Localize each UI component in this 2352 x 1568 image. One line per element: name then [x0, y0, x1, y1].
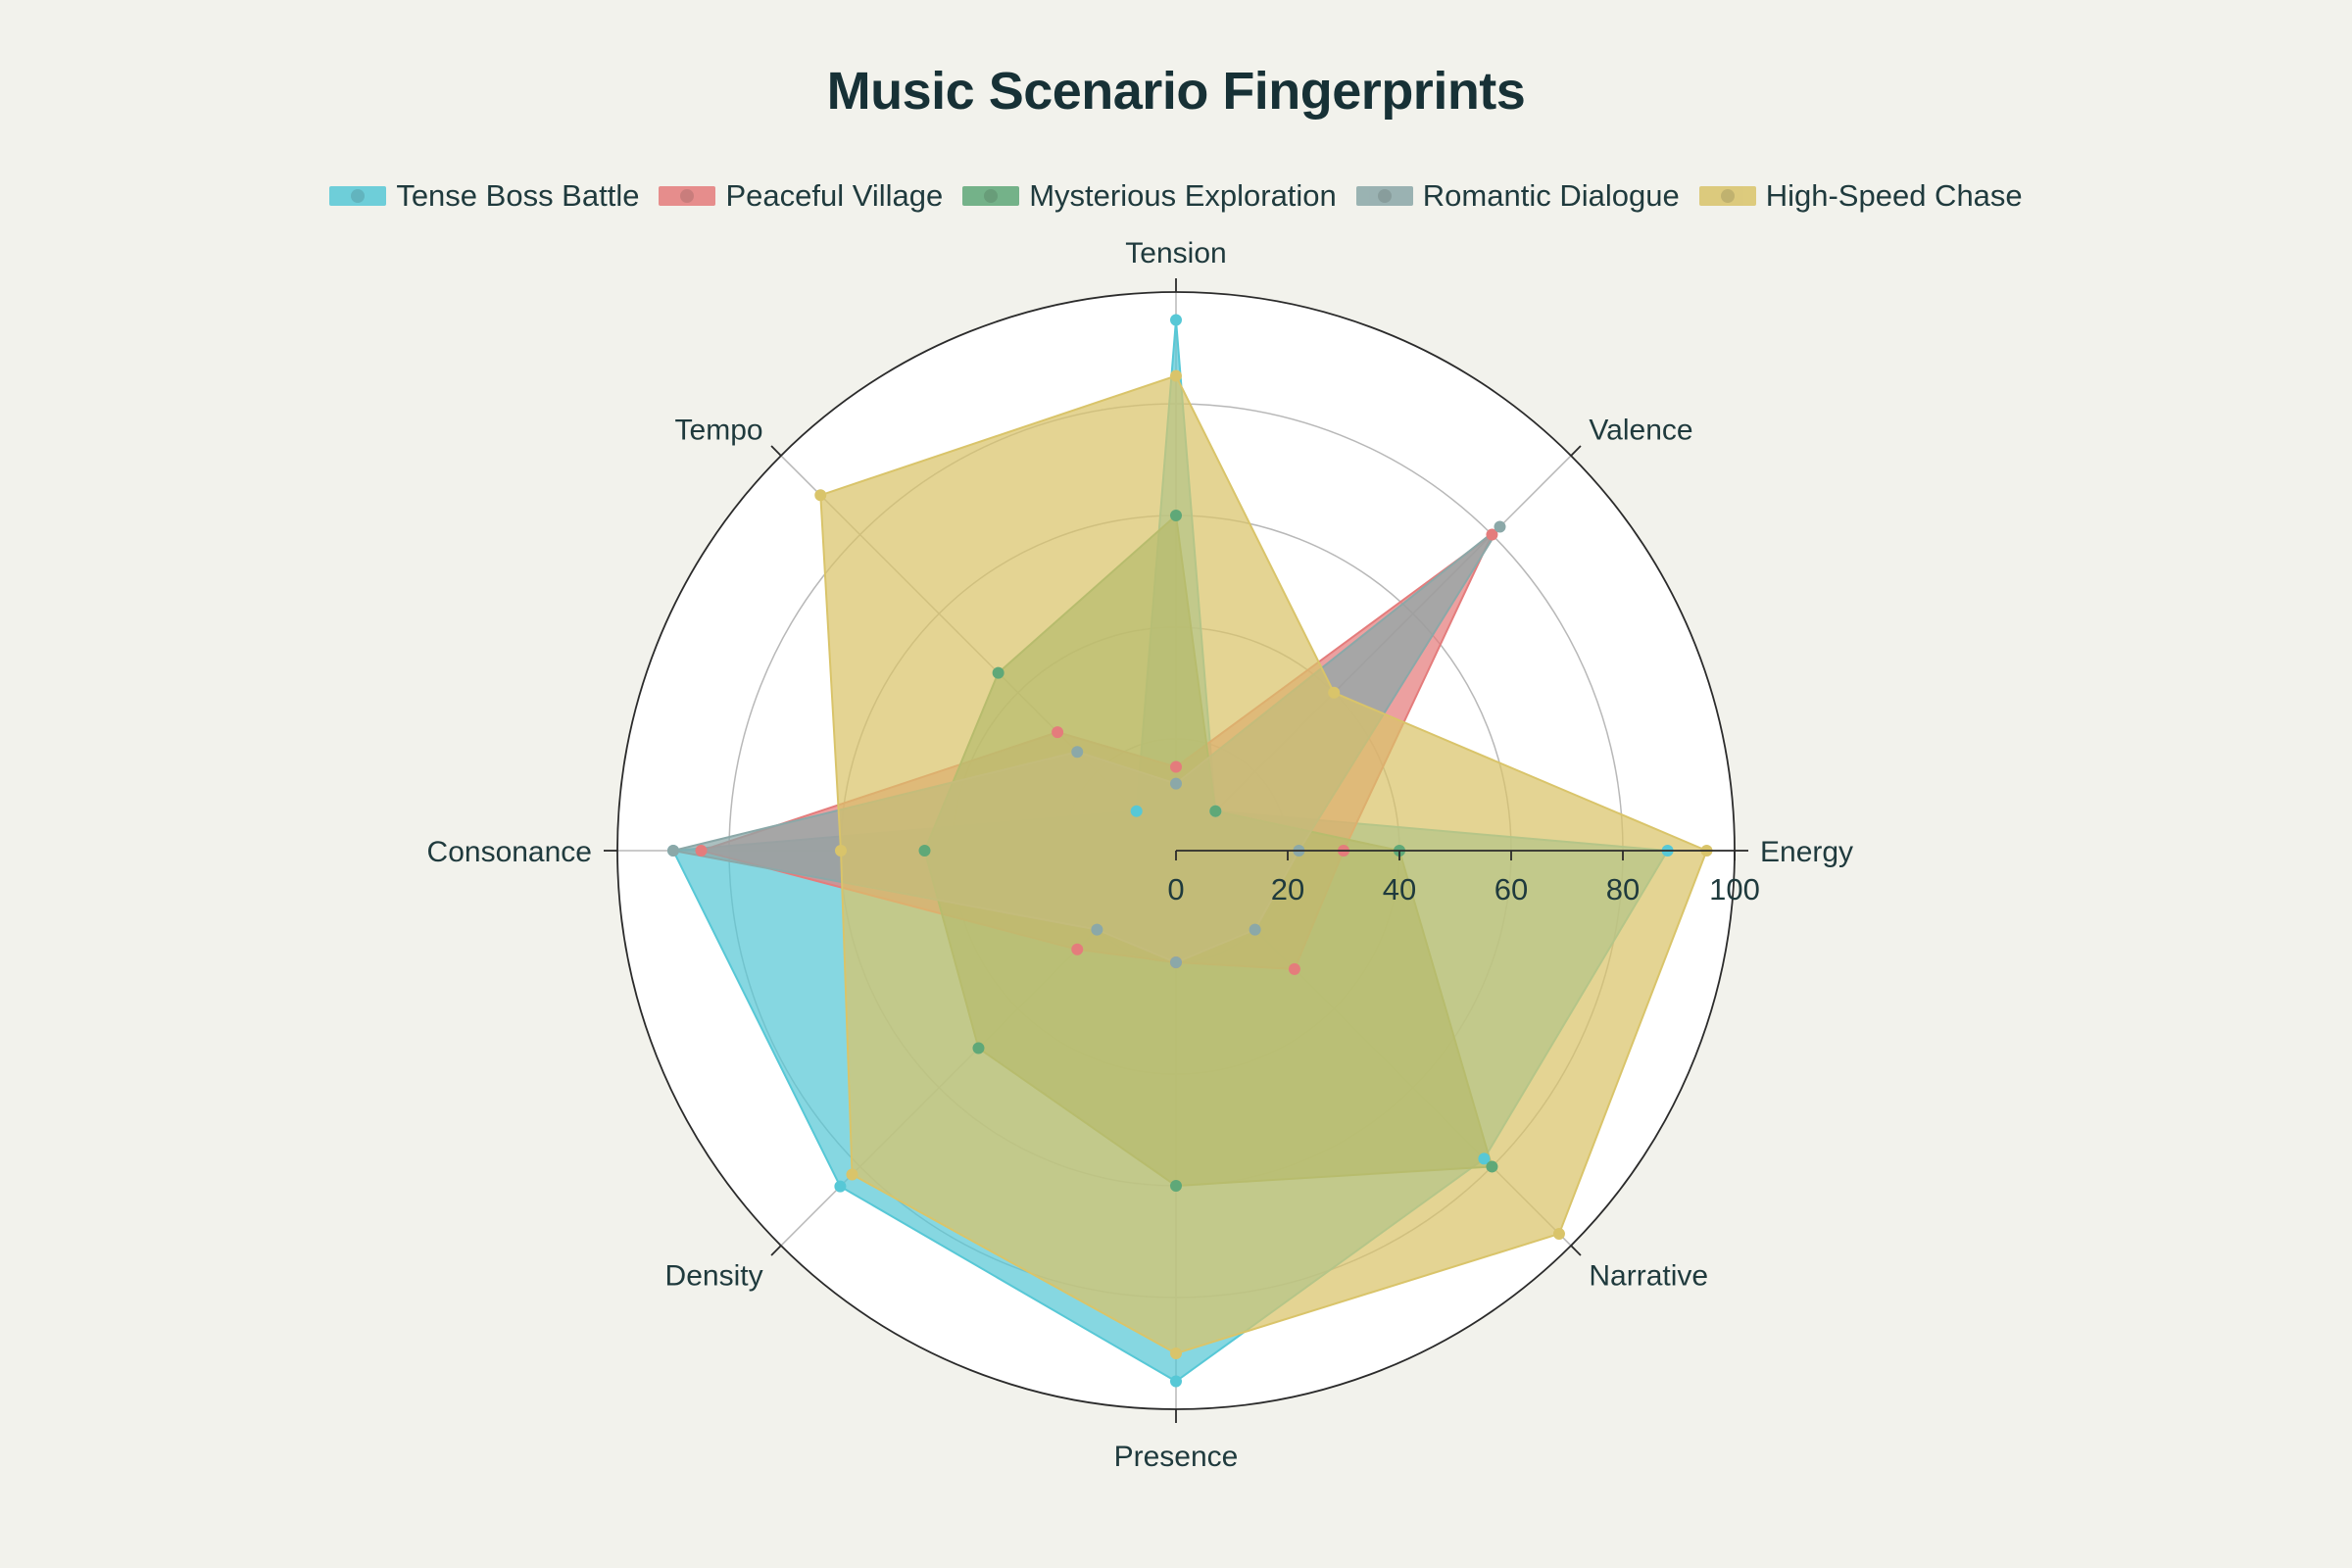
point-mysterious-exploration-narrative [1486, 1160, 1498, 1173]
legend-item-peaceful-village[interactable]: Peaceful Village [659, 178, 943, 214]
radial-tick-label-100: 100 [1709, 872, 1760, 906]
legend-swatch [659, 186, 716, 206]
point-romantic-dialogue-narrative [1249, 923, 1261, 936]
axis-label-presence: Presence [1114, 1441, 1239, 1473]
point-tense-boss-battle-narrative [1478, 1152, 1491, 1165]
angular-tick-narrative [1570, 1245, 1582, 1256]
point-tense-boss-battle-tempo [1130, 805, 1143, 817]
axis-label-tempo: Tempo [675, 415, 763, 447]
point-high-speed-chase-valence [1328, 686, 1341, 699]
axis-label-tension: Tension [1125, 237, 1226, 270]
point-romantic-dialogue-valence [1494, 520, 1506, 533]
axis-label-valence: Valence [1589, 415, 1692, 447]
angular-tick-tempo [770, 445, 782, 457]
point-romantic-dialogue-tempo [1071, 746, 1084, 759]
point-peaceful-village-tension [1170, 760, 1182, 773]
point-mysterious-exploration-valence [1209, 805, 1222, 817]
point-peaceful-village-density [1071, 943, 1084, 956]
legend-marker [1720, 189, 1735, 203]
point-romantic-dialogue-presence [1170, 956, 1182, 968]
angular-tick-density [770, 1245, 782, 1256]
legend-label: High-Speed Chase [1765, 178, 2023, 213]
axis-label-energy: Energy [1760, 836, 1853, 868]
axis-label-consonance: Consonance [427, 836, 592, 868]
point-romantic-dialogue-tension [1170, 777, 1182, 790]
legend-marker [984, 189, 999, 203]
axis-label-density: Density [665, 1259, 763, 1292]
point-peaceful-village-narrative [1288, 962, 1300, 975]
legend-item-mysterious-exploration[interactable]: Mysterious Exploration [962, 178, 1337, 214]
legend-label: Mysterious Exploration [1029, 178, 1337, 213]
radial-tick-label-0: 0 [1167, 872, 1184, 906]
point-high-speed-chase-narrative [1552, 1227, 1565, 1240]
legend-swatch [1698, 186, 1756, 206]
axis-label-narrative: Narrative [1589, 1259, 1708, 1292]
point-high-speed-chase-tempo [814, 489, 827, 502]
legend: Tense Boss Battle Peaceful Village Mysteri… [0, 178, 2352, 214]
point-mysterious-exploration-tension [1170, 510, 1182, 521]
radial-tick-label-20: 20 [1271, 872, 1304, 906]
point-high-speed-chase-presence [1170, 1348, 1182, 1359]
point-tense-boss-battle-density [834, 1180, 847, 1193]
chart-title: Music Scenario Fingerprints [826, 62, 1526, 121]
legend-swatch [1355, 186, 1413, 206]
legend-item-high-speed-chase[interactable]: High-Speed Chase [1698, 178, 2023, 214]
point-tense-boss-battle-presence [1170, 1375, 1182, 1388]
legend-item-tense-boss-battle[interactable]: Tense Boss Battle [329, 178, 639, 214]
radial-tick-label-80: 80 [1606, 872, 1640, 906]
legend-label: Tense Boss Battle [396, 178, 640, 213]
radial-tick-label-40: 40 [1383, 872, 1416, 906]
legend-item-romantic-dialogue[interactable]: Romantic Dialogue [1355, 178, 1680, 214]
point-high-speed-chase-consonance [835, 845, 847, 857]
point-peaceful-village-valence [1486, 528, 1498, 541]
legend-label: Peaceful Village [725, 178, 944, 213]
point-romantic-dialogue-density [1091, 923, 1103, 936]
legend-swatch [329, 186, 387, 206]
point-high-speed-chase-density [846, 1168, 858, 1181]
point-romantic-dialogue-consonance [667, 845, 679, 857]
point-mysterious-exploration-density [972, 1042, 985, 1054]
radial-tick-label-60: 60 [1494, 872, 1528, 906]
point-peaceful-village-consonance [695, 845, 708, 857]
point-high-speed-chase-tension [1170, 369, 1182, 382]
point-tense-boss-battle-tension [1170, 314, 1182, 326]
legend-label: Romantic Dialogue [1422, 178, 1680, 213]
point-mysterious-exploration-presence [1170, 1180, 1182, 1192]
angular-tick-valence [1570, 445, 1582, 457]
point-mysterious-exploration-tempo [992, 666, 1004, 679]
legend-swatch [962, 186, 1020, 206]
legend-marker [351, 189, 366, 203]
legend-marker [680, 189, 695, 203]
legend-marker [1377, 189, 1392, 203]
point-peaceful-village-tempo [1052, 726, 1064, 739]
point-mysterious-exploration-consonance [918, 845, 931, 857]
